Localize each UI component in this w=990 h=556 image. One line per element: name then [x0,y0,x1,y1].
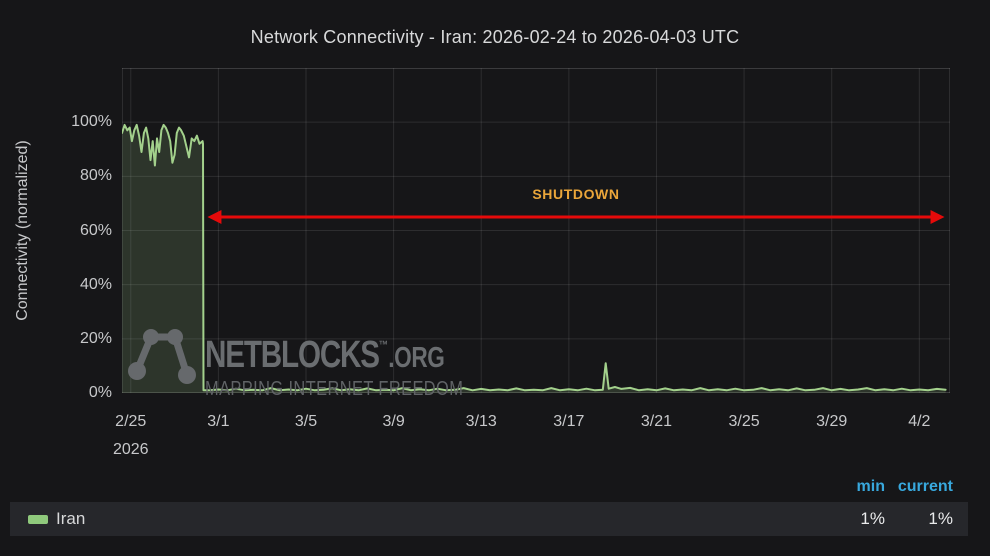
x-tick-label: 3/29 [816,413,848,430]
trademark-symbol: ™ [378,338,389,352]
x-tick-label: 3/5 [294,413,318,430]
shutdown-annotation-label: SHUTDOWN [532,185,620,202]
shutdown-arrowhead-left [207,209,222,224]
y-tick-label: 80% [79,167,112,185]
legend-row-iran[interactable]: Iran 1% 1% [10,502,968,536]
y-tick-label: 40% [79,275,112,293]
x-tick-label: 4/2 [908,413,931,430]
series-min-value: 1% [860,509,885,528]
watermark-text: NETBLOCKS™.ORG MAPPING INTERNET FREEDOM [205,326,520,399]
watermark-netblocks: NETBLOCKS™.ORG [205,334,445,376]
legend-header-current: current [897,478,953,495]
x-tick-label: 3/17 [553,413,585,430]
series-name[interactable]: Iran [56,509,86,528]
x-tick-label: 3/25 [728,413,760,430]
series-current-value: 1% [928,509,953,528]
series-color-swatch [28,514,48,524]
y-tick-label: 20% [79,329,112,347]
y-tick-label: 100% [71,113,112,131]
x-tick-label: 3/13 [465,413,497,430]
connectivity-chart[interactable] [122,68,950,393]
y-tick-label: 0% [88,384,112,401]
y-axis-tick-labels: 0% 20% 40% 60% 80% 100% [0,68,112,401]
x-tick-label: 3/1 [207,413,230,430]
legend-column-headers: min current [817,478,953,496]
x-tick-label: 2/25 [115,413,147,430]
chart-title: Network Connectivity - Iran: 2026-02-24 … [250,27,740,47]
x-tick-year-label: 2026 [112,441,149,458]
y-tick-label: 60% [79,221,112,239]
x-tick-label: 3/9 [382,413,405,430]
iran-series-line [122,123,947,392]
netblocks-network-icon [128,329,196,384]
shutdown-arrowhead-right [930,209,945,224]
watermark-tagline: MAPPING INTERNET FREEDOM [205,378,464,400]
x-axis-tick-labels: 2/25 2026 3/1 3/5 3/9 3/13 3/17 3/21 3/25 3/29 4/2 [113,401,950,465]
watermark-org: .ORG [388,342,445,374]
legend-header-min: min [856,478,885,495]
x-tick-label: 3/21 [640,413,673,430]
